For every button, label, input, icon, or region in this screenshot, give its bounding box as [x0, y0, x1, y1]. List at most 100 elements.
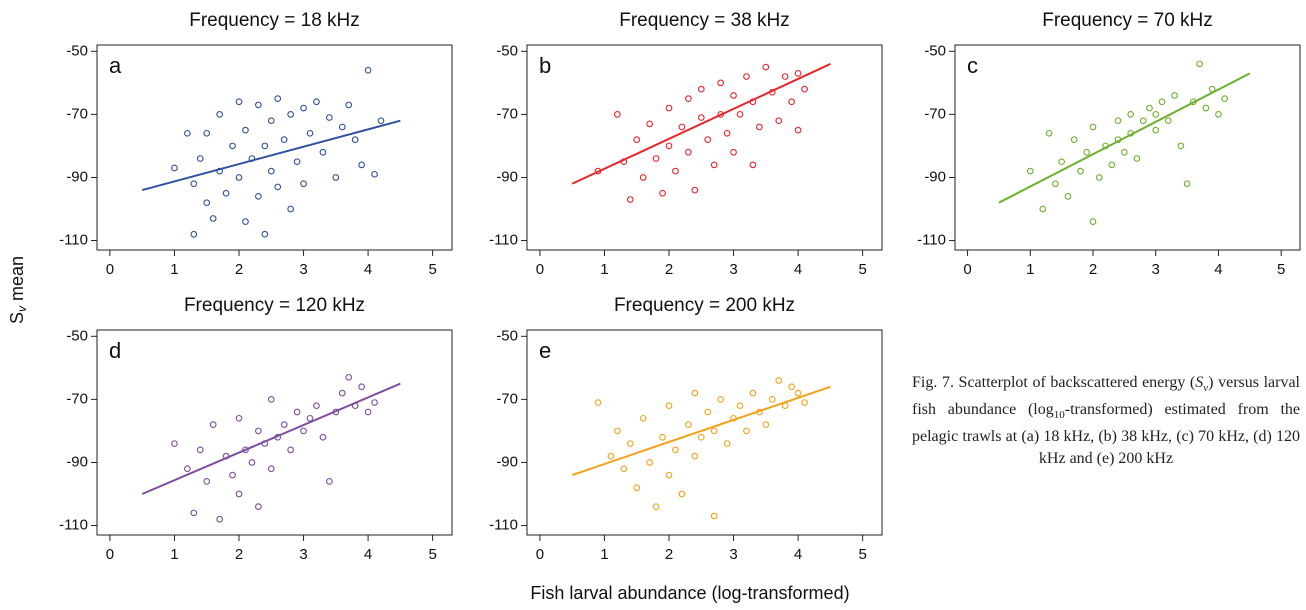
point — [672, 167, 679, 175]
x-tick-label: 3 — [729, 261, 737, 278]
point — [326, 114, 333, 121]
point — [626, 440, 634, 447]
x-tick-label: 4 — [364, 546, 372, 563]
x-tick-label: 5 — [428, 546, 436, 563]
point — [364, 66, 372, 74]
caption-text: -transformed) estimated from the pelagic… — [912, 401, 1301, 468]
caption-sub: v — [1203, 382, 1209, 395]
point — [685, 148, 692, 156]
y-tick-label: -70 — [496, 105, 518, 122]
point — [345, 101, 353, 109]
x-tick-label: 5 — [428, 261, 436, 278]
x-tick-label: 3 — [1152, 261, 1160, 278]
point — [1064, 193, 1072, 200]
point — [216, 515, 223, 523]
point — [794, 389, 802, 397]
point — [371, 170, 378, 178]
point — [358, 383, 365, 391]
point — [749, 161, 757, 169]
point — [242, 126, 249, 134]
point — [319, 433, 327, 441]
point — [261, 230, 269, 238]
point — [1089, 218, 1097, 225]
point — [300, 180, 307, 188]
point — [659, 189, 666, 197]
y-tick-label: -70 — [66, 105, 88, 122]
point — [717, 79, 724, 87]
point — [287, 446, 294, 454]
point — [730, 92, 737, 99]
y-label-sub: v — [15, 305, 29, 312]
y-tick-label: -90 — [924, 168, 946, 185]
x-tick-label: 4 — [794, 546, 802, 563]
point — [306, 414, 314, 422]
point — [203, 129, 211, 137]
x-tick-label: 1 — [170, 546, 178, 563]
point — [697, 85, 705, 93]
point — [351, 136, 359, 143]
point — [1127, 111, 1134, 118]
point — [639, 174, 647, 181]
x-tick-label: 2 — [1089, 261, 1097, 278]
point — [196, 446, 204, 454]
point — [326, 478, 333, 485]
point — [338, 389, 346, 397]
point — [255, 503, 262, 510]
point — [1183, 180, 1191, 188]
point — [1164, 117, 1172, 125]
caption-sub: 10 — [1053, 409, 1065, 422]
point — [801, 399, 808, 406]
y-tick-label: -90 — [66, 453, 88, 470]
x-tick-label: 4 — [364, 261, 372, 278]
point — [717, 396, 724, 403]
point — [768, 396, 776, 403]
point — [171, 164, 178, 172]
point — [274, 95, 282, 102]
y-tick-label: -110 — [917, 232, 946, 249]
point — [300, 104, 307, 112]
point — [697, 114, 705, 121]
point — [614, 427, 621, 435]
point — [665, 104, 673, 112]
y-tick-label: -90 — [496, 168, 518, 185]
plot-frame — [526, 44, 883, 251]
point — [723, 129, 731, 137]
point — [235, 174, 243, 181]
x-tick-label: 1 — [170, 261, 178, 278]
point — [697, 433, 705, 441]
fit-line — [141, 119, 401, 192]
panel-label: c — [967, 53, 978, 78]
point — [306, 129, 314, 137]
point — [222, 189, 230, 197]
plot-frame — [96, 329, 453, 536]
point — [313, 98, 320, 106]
x-tick-label: 5 — [858, 546, 866, 563]
x-tick-label: 5 — [1277, 261, 1285, 278]
x-tick-label: 4 — [794, 261, 802, 278]
point — [267, 396, 275, 403]
point — [730, 148, 737, 156]
point — [203, 478, 211, 485]
panel-title: Frequency = 18 kHz — [189, 10, 360, 31]
y-tick-label: -50 — [924, 42, 946, 59]
x-tick-label: 0 — [106, 261, 114, 278]
point — [756, 123, 763, 131]
point — [665, 471, 673, 479]
y-tick-label: -90 — [496, 453, 518, 470]
y-tick-label: -110 — [59, 232, 88, 249]
y-tick-label: -110 — [489, 232, 518, 249]
point — [364, 408, 372, 416]
x-tick-label: 0 — [963, 261, 971, 278]
point — [319, 148, 327, 156]
point — [229, 142, 236, 150]
point — [672, 446, 679, 454]
y-tick-label: -70 — [496, 390, 518, 407]
point — [794, 70, 802, 77]
point — [639, 414, 647, 422]
panel-label: d — [109, 338, 121, 363]
point — [371, 399, 378, 406]
point — [646, 459, 653, 466]
point — [659, 433, 666, 441]
point — [255, 101, 262, 109]
